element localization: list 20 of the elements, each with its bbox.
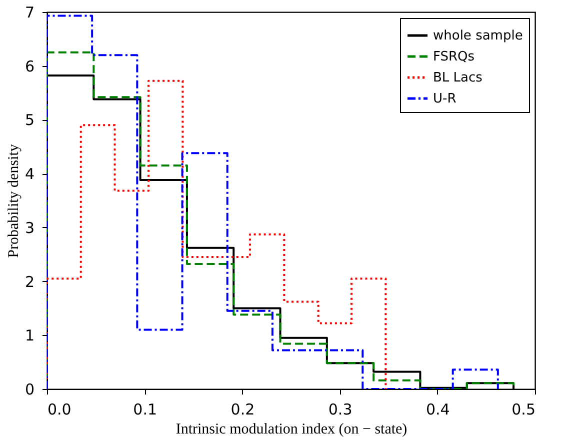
y-tick-label: 6 [24,57,34,76]
x-axis-title: Intrinsic modulation index (on − state) [176,422,408,438]
x-tick-label: 0.1 [133,400,158,418]
x-tick-label: 0.2 [230,400,255,418]
y-tick-label: 1 [24,326,34,345]
y-tick-label: 7 [24,4,34,22]
legend-label: BL Lacs [433,70,483,86]
y-tick-label: 2 [24,272,34,291]
x-tick-label: 0.4 [426,400,450,418]
x-tick-label: 0.3 [328,400,352,418]
legend-label: FSRQs [433,50,475,64]
y-tick-label: 4 [24,165,34,184]
y-tick-label: 3 [24,218,34,237]
y-axis-title: Probability density [6,144,22,258]
legend-label: U-R [433,92,456,106]
legend-label: whole sample [433,28,523,44]
x-tick-label: 0.5 [512,400,536,418]
y-tick-label: 5 [24,111,34,130]
y-tick-label: 0 [24,380,34,398]
x-tick-label: 0.0 [48,400,72,418]
